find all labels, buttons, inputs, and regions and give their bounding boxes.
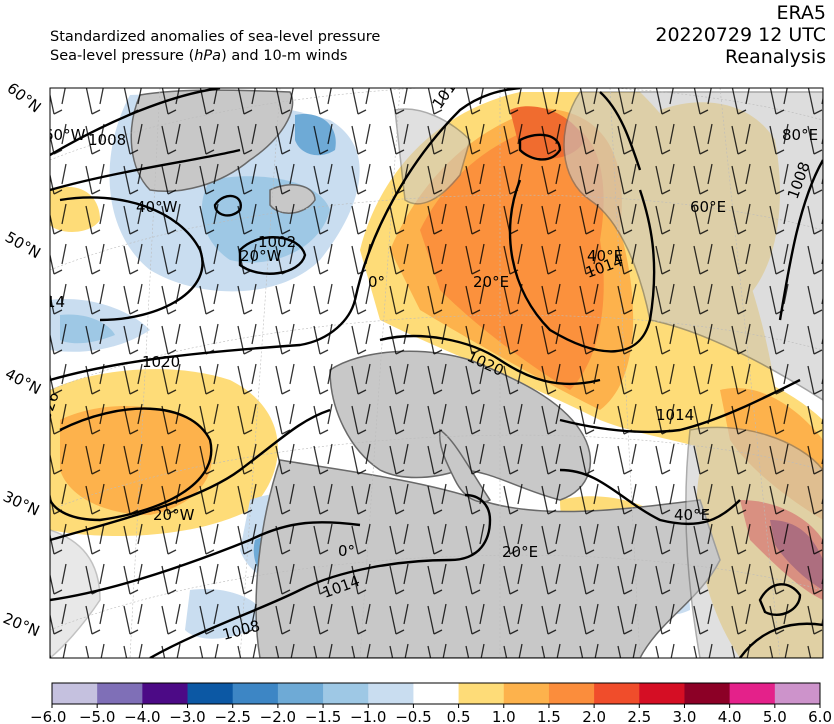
isobar-label: 1020 [142,353,180,371]
colorbar-tick-label: 5.0 [763,708,787,724]
colorbar-tick-label: 0.5 [447,708,471,724]
lon-label-0-south: 0° [338,542,355,560]
colorbar-tick-label: 4.0 [718,708,742,724]
colorbar: −6.0 −5.0 −4.0 −3.0 −2.5 −2.0 −1.5 −1.0 −0.5 0.5 1… [30,682,832,724]
colorbar-tick-label: −2.0 [260,708,296,724]
lon-label-80e: 80°E [782,126,818,144]
map-frame [49,87,824,659]
colorbar-tick-label: 1.5 [537,708,561,724]
lat-label-40n: 40°N [2,365,44,399]
colorbar-tick-label: −2.5 [214,708,250,724]
map-info: ERA5 20220729 12 UTC Reanalysis [655,2,826,68]
lat-label-60n: 60°N [4,79,45,116]
colorbar-swatch [548,683,595,704]
latitude-labels: 60°N 50°N 40°N 30°N 20°N [0,79,44,640]
colorbar-tick-label: −3.0 [169,708,205,724]
map-title: Standardized anomalies of sea-level pres… [50,28,380,66]
colorbar-swatch [639,683,685,704]
lat-label-30n: 30°N [0,487,42,519]
colorbar-tick-label: −4.0 [124,708,160,724]
lon-label-40e-south: 40°E [674,506,710,524]
isobar-label: 1014 [656,406,694,424]
lat-label-20n: 20°N [0,609,42,640]
colorbar-swatch [503,683,550,704]
colorbar-tick-label: 3.0 [673,708,697,724]
dataset-label: ERA5 [776,2,826,24]
map-body: 60°W 40°W 20°W 0° 20°E 40°E 60°E 80°E 20… [44,88,823,658]
lon-label-20e-south: 20°E [502,543,538,561]
colorbar-tick-label: 6.0 [808,708,832,724]
lon-label-20w-south: 20°W [153,506,195,524]
colorbar-swatch [684,683,731,704]
lon-label-40e-north: 40°E [587,247,623,265]
colorbar-swatch [187,683,234,704]
wind-barbs [50,88,823,658]
colorbar-tick-label: −0.5 [395,708,431,724]
colorbar-tick-label: −6.0 [30,708,66,724]
lon-label-20w-north: 20°W [240,247,282,265]
colorbar-swatch [277,683,324,704]
colorbar-tick-label: −1.0 [350,708,386,724]
lon-label-20e-north: 20°E [473,273,509,291]
colorbar-tick-label: −5.0 [79,708,115,724]
colorbar-swatch [52,683,98,704]
lon-label-60w: 60°W [44,126,86,144]
colorbar-tick-label: 2.0 [582,708,606,724]
colorbar-swatch [774,683,821,704]
colorbar-tick-label: 2.5 [627,708,651,724]
colorbar-swatch [323,683,369,704]
isobar-label: 14 [46,293,65,311]
colorbar-swatch [232,683,279,704]
lon-label-0-north: 0° [368,273,385,291]
isobar-label: 1008 [88,131,126,149]
lon-label-60e: 60°E [690,198,726,216]
colorbar-swatch [142,683,189,704]
colorbar-frame [51,682,821,705]
colorbar-swatch [594,683,640,704]
lon-label-40w: 40°W [136,198,178,216]
title-line-2: Sea-level pressure (hPa) and 10-m winds [50,48,348,64]
lat-label-50n: 50°N [2,228,44,262]
colorbar-swatch [729,683,776,704]
colorbar-swatch [368,683,414,704]
colorbar-tick-label: −1.5 [305,708,341,724]
colorbar-tick-label: 1.0 [492,708,516,724]
title-line-1: Standardized anomalies of sea-level pres… [50,29,381,45]
colorbar-swatch [97,683,143,704]
inner-longitude-labels: 60°W 40°W 20°W 0° 20°E 40°E 60°E 80°E 20… [44,126,818,561]
isobar-label: 1002 [258,233,296,251]
colorbar-swatch [458,683,505,704]
datetime-label: 20220729 12 UTC [655,24,826,46]
product-label: Reanalysis [725,46,826,68]
colorbar-swatch [413,683,460,704]
